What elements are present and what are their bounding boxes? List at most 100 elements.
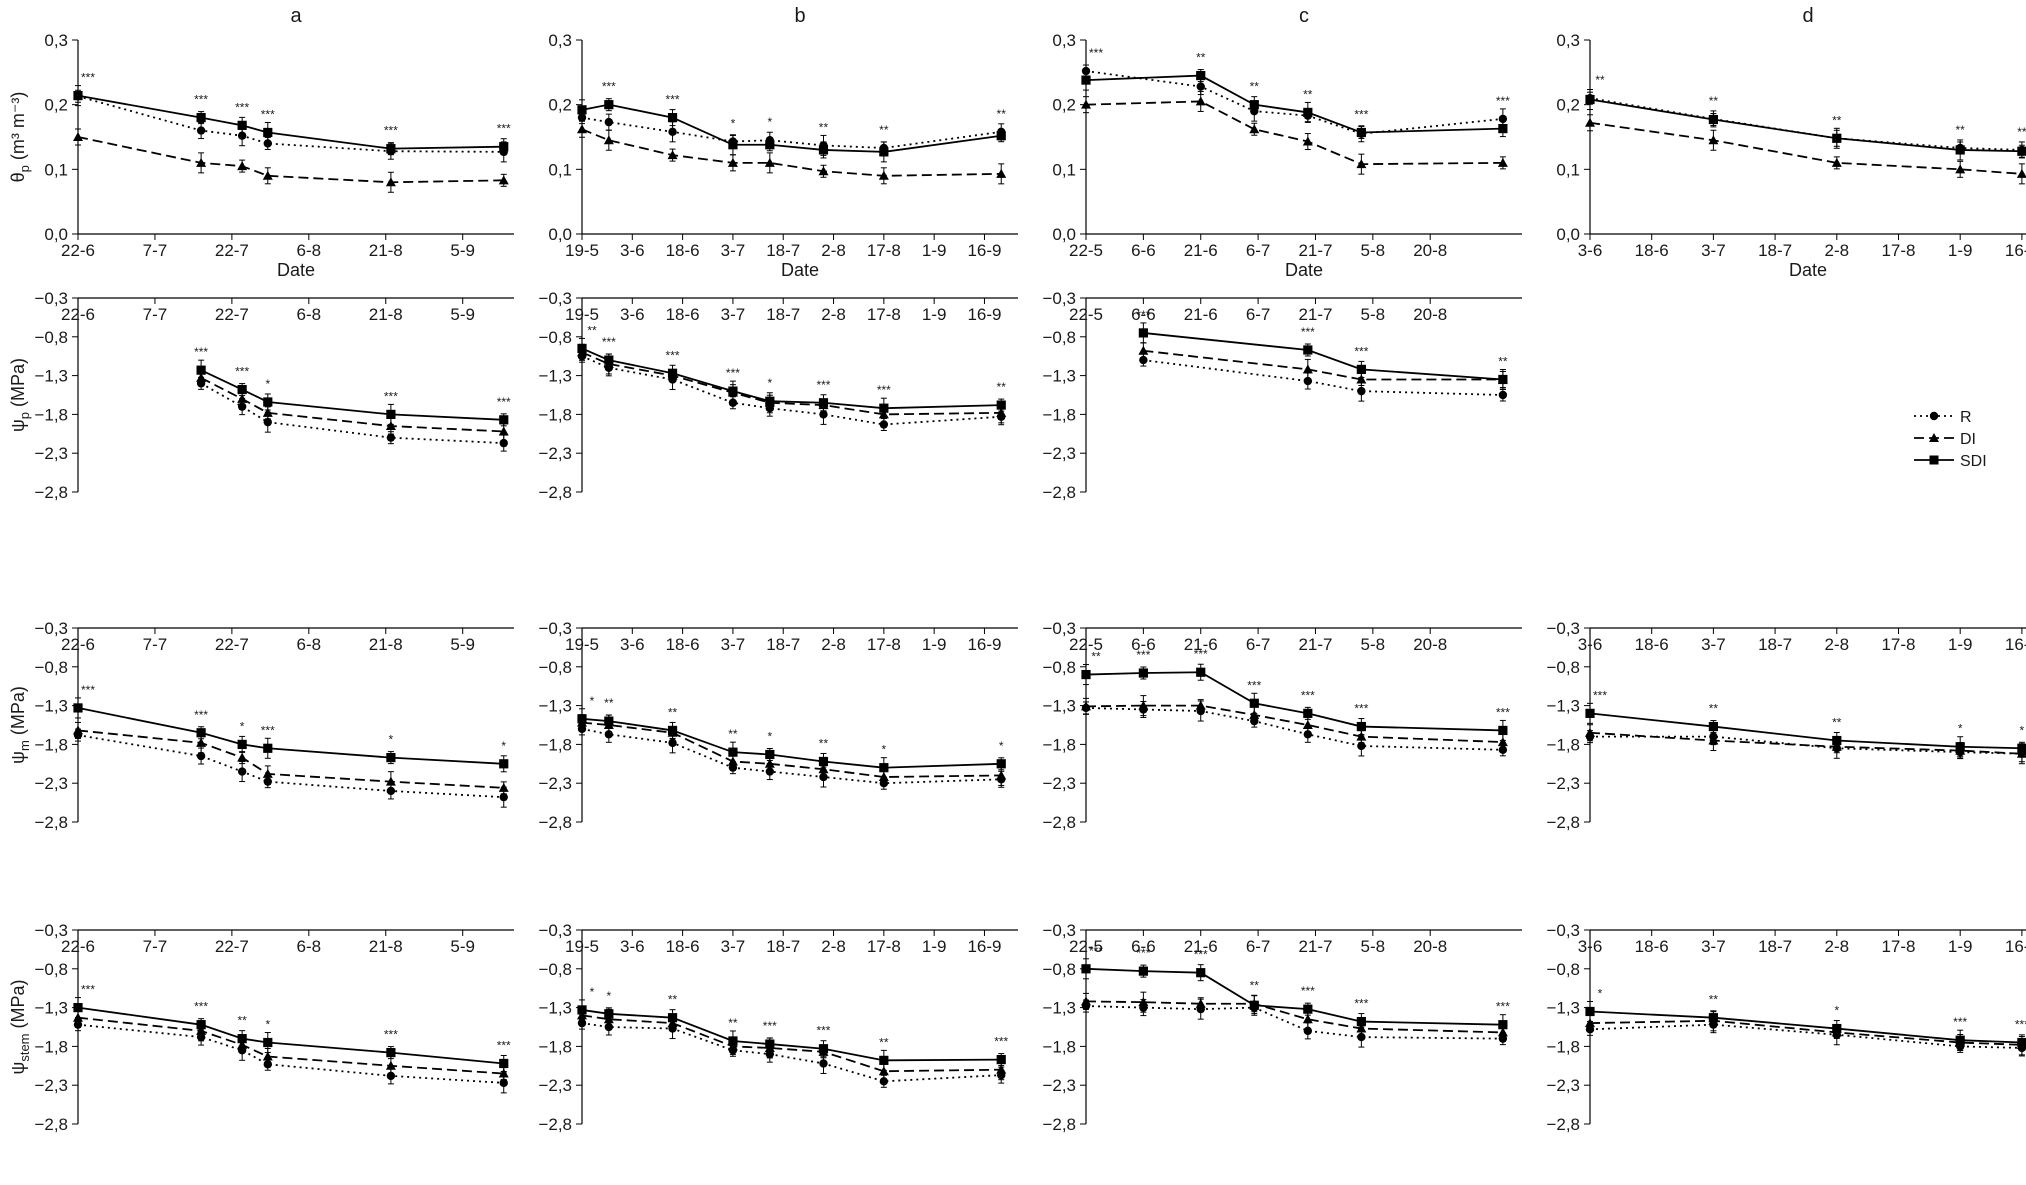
y-tick-label: −1,3 bbox=[538, 367, 572, 386]
x-tick-label: 17-8 bbox=[867, 635, 901, 654]
y-tick-label: −0,3 bbox=[538, 289, 572, 308]
data-point-R bbox=[668, 127, 677, 137]
data-point-DI bbox=[577, 124, 587, 134]
data-point-SDI bbox=[2017, 146, 2026, 156]
significance-label: ** bbox=[604, 696, 614, 710]
data-point-SDI bbox=[667, 113, 678, 123]
data-point-DI bbox=[1497, 737, 1508, 747]
panel-d3 bbox=[1584, 627, 2026, 823]
x-tick-label: 17-8 bbox=[867, 241, 901, 260]
x-tick-label: 18-6 bbox=[1635, 241, 1669, 260]
legend-label-DI: DI bbox=[1960, 431, 1976, 448]
y-axis-label-unit: (MPa) bbox=[8, 979, 28, 1033]
data-point-SDI bbox=[996, 400, 1006, 410]
y-tick-label: −1,8 bbox=[538, 405, 572, 424]
data-point-SDI bbox=[1955, 1035, 1965, 1045]
data-point-DI bbox=[1585, 1018, 1595, 1028]
y-tick-label: −1,8 bbox=[34, 1037, 68, 1056]
x-tick-label: 3-6 bbox=[620, 937, 645, 956]
data-point-SDI bbox=[1196, 667, 1206, 677]
panel-b1 bbox=[576, 39, 1018, 240]
significance-label: * bbox=[240, 719, 245, 733]
x-tick-label: 16-9 bbox=[2005, 635, 2026, 654]
x-tick-label: 3-6 bbox=[1578, 241, 1603, 260]
significance-label: ** bbox=[1832, 113, 1842, 127]
x-tick-label: 18-6 bbox=[1635, 937, 1669, 956]
data-point-SDI bbox=[1832, 1023, 1842, 1034]
data-point-SDI bbox=[1356, 1016, 1366, 1027]
series-line-DI bbox=[1589, 121, 2022, 175]
data-point-DI bbox=[603, 135, 614, 145]
x-tick-label: 21-7 bbox=[1298, 241, 1332, 260]
series-line-SDI bbox=[1143, 332, 1503, 381]
y-tick-label: −0,8 bbox=[1042, 960, 1076, 979]
data-point-SDI bbox=[237, 739, 247, 749]
data-point-SDI bbox=[386, 144, 396, 154]
series-line-R bbox=[1085, 70, 1503, 135]
x-tick-label: 22-7 bbox=[215, 241, 249, 260]
data-point-SDI bbox=[879, 147, 889, 157]
x-tick-label: 22-6 bbox=[61, 937, 95, 956]
y-axis-label-symbol: ψ bbox=[8, 751, 28, 764]
x-tick-label: 7-7 bbox=[143, 305, 168, 324]
significance-label: *** bbox=[1136, 946, 1150, 960]
y-tick-label: −0,3 bbox=[34, 289, 68, 308]
significance-label: *** bbox=[763, 1019, 777, 1033]
data-point-SDI bbox=[1081, 964, 1091, 974]
data-point-DI bbox=[1302, 720, 1313, 729]
y-tick-label: −1,8 bbox=[34, 735, 68, 754]
data-point-SDI bbox=[263, 743, 273, 753]
data-point-SDI bbox=[2017, 743, 2026, 753]
significance-label: ** bbox=[2017, 125, 2026, 139]
significance-label: ** bbox=[1832, 716, 1842, 730]
data-point-SDI bbox=[1196, 70, 1206, 81]
data-point-SDI bbox=[818, 756, 829, 767]
x-tick-label: 18-7 bbox=[1758, 937, 1792, 956]
x-tick-label: 16-9 bbox=[967, 937, 1001, 956]
x-tick-label: 18-7 bbox=[766, 937, 800, 956]
significance-label: *** bbox=[497, 1038, 511, 1052]
x-tick-label: 22-6 bbox=[61, 241, 95, 260]
series-line-R bbox=[581, 116, 1002, 149]
x-tick-label: 6-8 bbox=[297, 635, 322, 654]
data-point-DI bbox=[237, 752, 248, 762]
x-tick-label: 3-7 bbox=[1701, 635, 1726, 654]
y-tick-label: 0,2 bbox=[1052, 96, 1076, 115]
x-tick-label: 21-7 bbox=[1298, 635, 1332, 654]
data-point-SDI bbox=[1832, 735, 1842, 746]
x-tick-label: 19-5 bbox=[565, 241, 599, 260]
data-point-R bbox=[196, 126, 206, 135]
x-tick-label: 17-8 bbox=[867, 305, 901, 324]
y-tick-label: −0,8 bbox=[1042, 328, 1076, 347]
data-point-DI bbox=[385, 776, 396, 786]
series-line-SDI bbox=[77, 707, 504, 765]
significance-label: ** bbox=[819, 120, 829, 134]
legend-marker-R bbox=[1929, 411, 1939, 421]
data-point-SDI bbox=[1249, 100, 1259, 110]
significance-label: *** bbox=[1953, 1015, 1967, 1029]
data-point-SDI bbox=[1585, 94, 1595, 105]
y-tick-label: −0,8 bbox=[538, 658, 572, 677]
data-point-DI bbox=[498, 175, 509, 185]
x-tick-label: 18-6 bbox=[666, 937, 700, 956]
x-tick-label: 3-7 bbox=[721, 635, 746, 654]
data-point-DI bbox=[764, 758, 775, 768]
x-tick-label: 20-8 bbox=[1413, 937, 1447, 956]
significance-label: ** bbox=[237, 1014, 247, 1028]
data-point-DI bbox=[1249, 124, 1260, 134]
data-point-SDI bbox=[1585, 1006, 1595, 1017]
y-tick-label: −2,8 bbox=[538, 1115, 572, 1134]
data-point-R bbox=[237, 767, 247, 776]
data-point-SDI bbox=[879, 1055, 889, 1065]
x-tick-label: 22-7 bbox=[215, 937, 249, 956]
y-axis-label-symbol: ψ bbox=[8, 1062, 28, 1075]
series-line-SDI bbox=[581, 103, 1002, 153]
data-point-R bbox=[499, 792, 508, 802]
y-axis-label-subscript: stem bbox=[17, 1033, 32, 1061]
data-point-DI bbox=[1497, 157, 1508, 167]
panel-d1 bbox=[1584, 39, 2026, 240]
significance-label: *** bbox=[384, 124, 398, 138]
data-point-SDI bbox=[1708, 114, 1718, 125]
significance-label: *** bbox=[194, 1000, 208, 1014]
series-line-DI bbox=[77, 1016, 504, 1075]
